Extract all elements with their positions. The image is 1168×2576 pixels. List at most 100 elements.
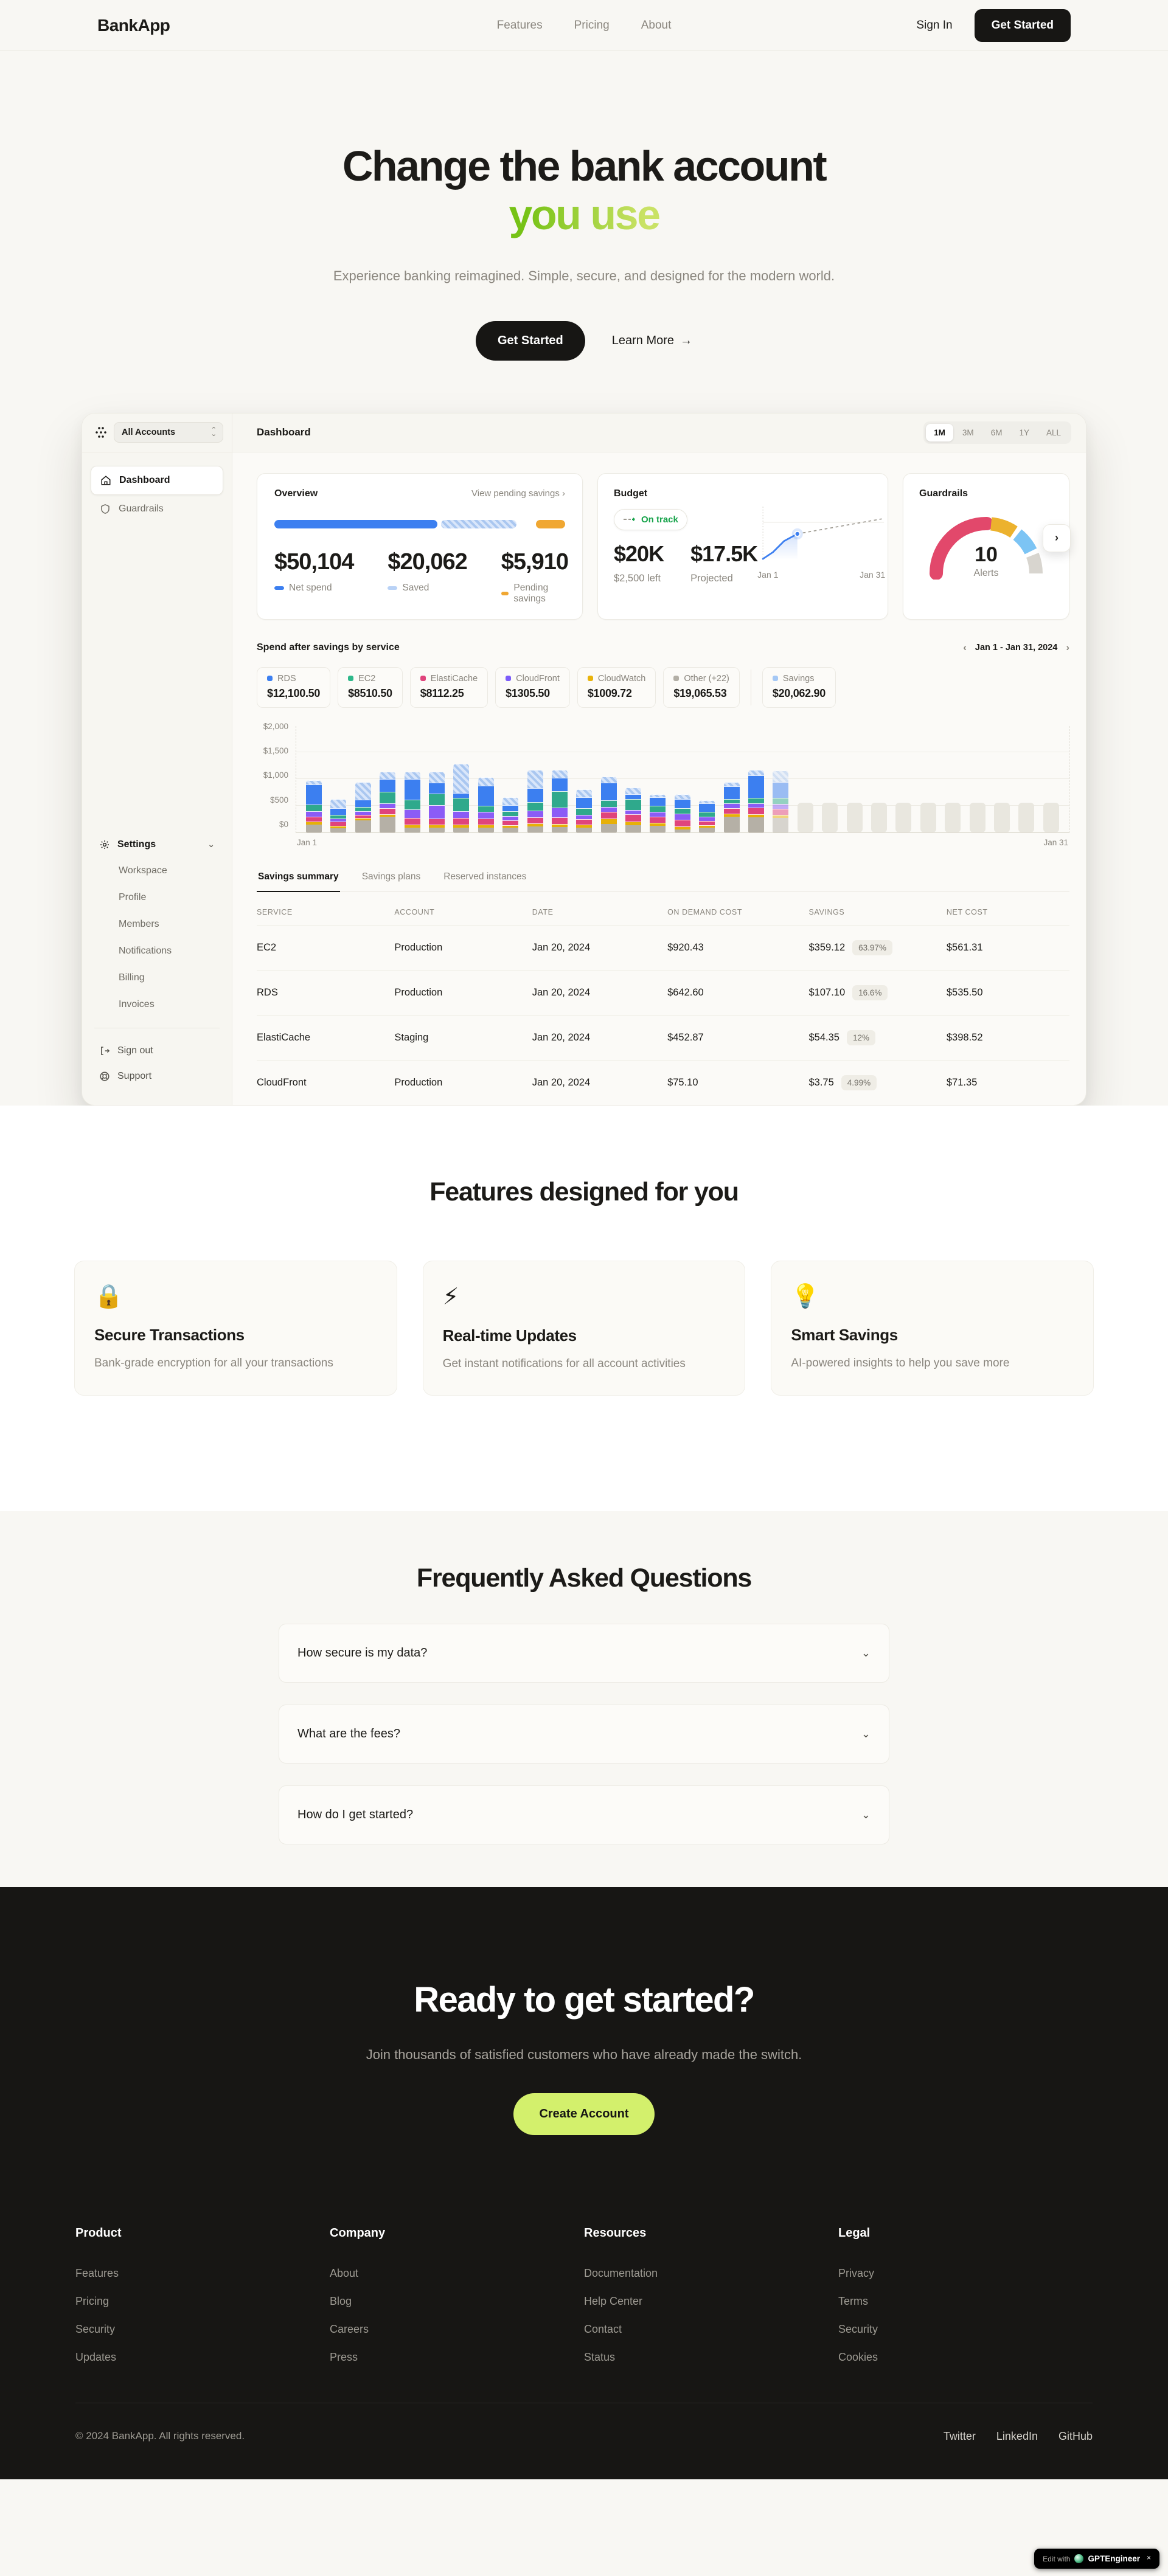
service-chip-elasticache[interactable]: ElastiCache $8112.25 xyxy=(409,667,488,708)
footer-link-privacy[interactable]: Privacy xyxy=(838,2266,875,2279)
sidebar-item-signout[interactable]: Sign out xyxy=(91,1038,223,1064)
range-all[interactable]: ALL xyxy=(1046,428,1061,437)
dashboard-mockup: All Accounts ⌃ ⌄ Dashboard 1M 3M 6M 1Y ALL xyxy=(82,412,1086,1106)
bar-segment xyxy=(502,797,519,805)
learn-more-link[interactable]: Learn More → xyxy=(611,333,693,347)
service-chip-cloudwatch[interactable]: CloudWatch $1009.72 xyxy=(577,667,656,708)
faq-section: Frequently Asked Questions How secure is… xyxy=(0,1511,1168,1887)
bar-segment xyxy=(600,823,617,833)
badge-close-icon[interactable]: × xyxy=(1146,2553,1151,2562)
social-link-github[interactable]: GitHub xyxy=(1058,2429,1093,2442)
bar-segment xyxy=(551,807,568,817)
service-chip-rds[interactable]: RDS $12,100.50 xyxy=(257,667,331,708)
create-account-button[interactable]: Create Account xyxy=(513,2093,655,2135)
footer-link-cookies[interactable]: Cookies xyxy=(838,2350,878,2363)
chip-top: Other (+22) xyxy=(673,674,729,684)
stacked-bar-7 xyxy=(453,763,470,833)
tab-savings-summary[interactable]: Savings summary xyxy=(257,871,340,892)
date-prev-icon[interactable]: ‹ xyxy=(963,641,967,653)
footer-link-careers[interactable]: Careers xyxy=(330,2322,369,2335)
footer-link-security[interactable]: Security xyxy=(75,2322,116,2335)
guardrails-label: Alerts xyxy=(973,567,999,578)
nav-link-about[interactable]: About xyxy=(641,18,672,32)
sidebar-subitem-billing[interactable]: Billing xyxy=(119,972,145,983)
service-chip-cloudfront[interactable]: CloudFront $1305.50 xyxy=(495,667,570,708)
gpt-engineer-badge[interactable]: Edit with GPTEngineer × xyxy=(1034,2549,1159,2569)
spend-chart-xlabels: Jan 1 Jan 31 xyxy=(297,838,1068,847)
sidebar-subitem-invoices[interactable]: Invoices xyxy=(119,999,155,1009)
table-row: EC2 Production Jan 20, 2024 $920.43 $359.12 6… xyxy=(257,926,1069,971)
sidebar-subitem-notifications[interactable]: Notifications xyxy=(119,945,172,956)
footer-link-features[interactable]: Features xyxy=(75,2266,119,2279)
sidebar-item-dashboard[interactable]: Dashboard xyxy=(91,465,223,495)
footer-link-pricing[interactable]: Pricing xyxy=(75,2294,109,2307)
bar-segment xyxy=(551,769,568,778)
nav-link-pricing[interactable]: Pricing xyxy=(574,18,610,32)
faq-item-3[interactable]: How do I get started? ⌄ xyxy=(279,1785,889,1844)
chip-label: EC2 xyxy=(358,673,376,684)
footer-link-item: Contact xyxy=(584,2323,838,2336)
bar-segment xyxy=(699,800,715,803)
sign-in-link[interactable]: Sign In xyxy=(916,18,953,32)
chip-color-dot-icon xyxy=(506,676,512,682)
stacked-bar-10 xyxy=(527,769,543,833)
sidebar-subitem-members[interactable]: Members xyxy=(119,918,159,929)
cards-next-button[interactable]: › xyxy=(1043,524,1071,552)
gauge-segment-3 xyxy=(1026,552,1043,574)
service-chip-ec2[interactable]: EC2 $8510.50 xyxy=(338,667,403,708)
footer-link-terms[interactable]: Terms xyxy=(838,2294,868,2307)
footer-link-updates[interactable]: Updates xyxy=(75,2350,117,2363)
range-1y[interactable]: 1Y xyxy=(1019,428,1029,437)
trend-dash-icon xyxy=(624,518,635,522)
range-3m[interactable]: 3M xyxy=(962,428,974,437)
view-pending-savings-link[interactable]: View pending savings › xyxy=(471,488,565,499)
sidebar-settings-toggle[interactable]: Settings ⌄ xyxy=(91,832,223,857)
social-link-linkedin[interactable]: LinkedIn xyxy=(996,2429,1038,2442)
footer-link-help-center[interactable]: Help Center xyxy=(584,2294,643,2307)
bar-segment xyxy=(773,808,789,815)
footer-link-item: Pricing xyxy=(75,2295,330,2308)
sidebar-item-guardrails[interactable]: Guardrails xyxy=(91,495,223,523)
range-6m[interactable]: 6M xyxy=(990,428,1003,437)
bar-segment xyxy=(748,769,765,775)
service-chip-other-22-[interactable]: Other (+22) $19,065.53 xyxy=(663,667,740,708)
footer-link-about[interactable]: About xyxy=(330,2266,359,2279)
footer-link-item: Updates xyxy=(75,2351,330,2364)
get-started-button[interactable]: Get Started xyxy=(974,9,1071,42)
footer-link-blog[interactable]: Blog xyxy=(330,2294,352,2307)
footer-link-press[interactable]: Press xyxy=(330,2350,358,2363)
footer-link-documentation[interactable]: Documentation xyxy=(584,2266,658,2279)
footer-link-security[interactable]: Security xyxy=(838,2322,878,2335)
col-header: ON DEMAND COST xyxy=(667,907,743,916)
faq-item-1[interactable]: How secure is my data? ⌄ xyxy=(279,1623,889,1683)
social-link-twitter[interactable]: Twitter xyxy=(943,2429,976,2442)
service-chip-savings[interactable]: Savings $20,062.90 xyxy=(762,667,836,708)
tab-savings-plans[interactable]: Savings plans xyxy=(361,871,421,882)
sign-out-icon xyxy=(99,1045,110,1056)
stacked-bar-3 xyxy=(355,781,371,833)
chip-label: ElastiCache xyxy=(430,673,478,684)
footer-link-status[interactable]: Status xyxy=(584,2350,616,2363)
bar-segment xyxy=(551,823,568,827)
account-selector[interactable]: All Accounts ⌃ ⌄ xyxy=(114,422,223,443)
sidebar-item-support[interactable]: Support xyxy=(91,1064,223,1089)
bar-segment xyxy=(330,828,347,833)
footer-link-contact[interactable]: Contact xyxy=(584,2322,622,2335)
cell-date: Jan 20, 2024 xyxy=(532,986,591,998)
sidebar-subitem-profile[interactable]: Profile xyxy=(119,892,147,902)
date-next-icon[interactable]: › xyxy=(1066,641,1069,653)
overview-stat-1: $20,062 Saved xyxy=(388,549,468,604)
tab-reserved-instances[interactable]: Reserved instances xyxy=(443,871,527,882)
sidebar-subitem-workspace[interactable]: Workspace xyxy=(119,865,167,876)
range-1m[interactable]: 1M xyxy=(926,423,953,441)
overview-stat-label: Pending savings xyxy=(513,582,549,604)
chevron-down-icon: ⌄ xyxy=(861,1727,871,1740)
cell-service: ElastiCache xyxy=(257,1031,311,1043)
cell-service: RDS xyxy=(257,986,278,998)
nav-link-features[interactable]: Features xyxy=(496,18,543,32)
bar-segment xyxy=(748,807,765,814)
bar-segment xyxy=(306,821,322,825)
bar-segment xyxy=(306,784,322,805)
faq-item-2[interactable]: What are the fees? ⌄ xyxy=(279,1704,889,1764)
hero-get-started-button[interactable]: Get Started xyxy=(475,320,585,361)
